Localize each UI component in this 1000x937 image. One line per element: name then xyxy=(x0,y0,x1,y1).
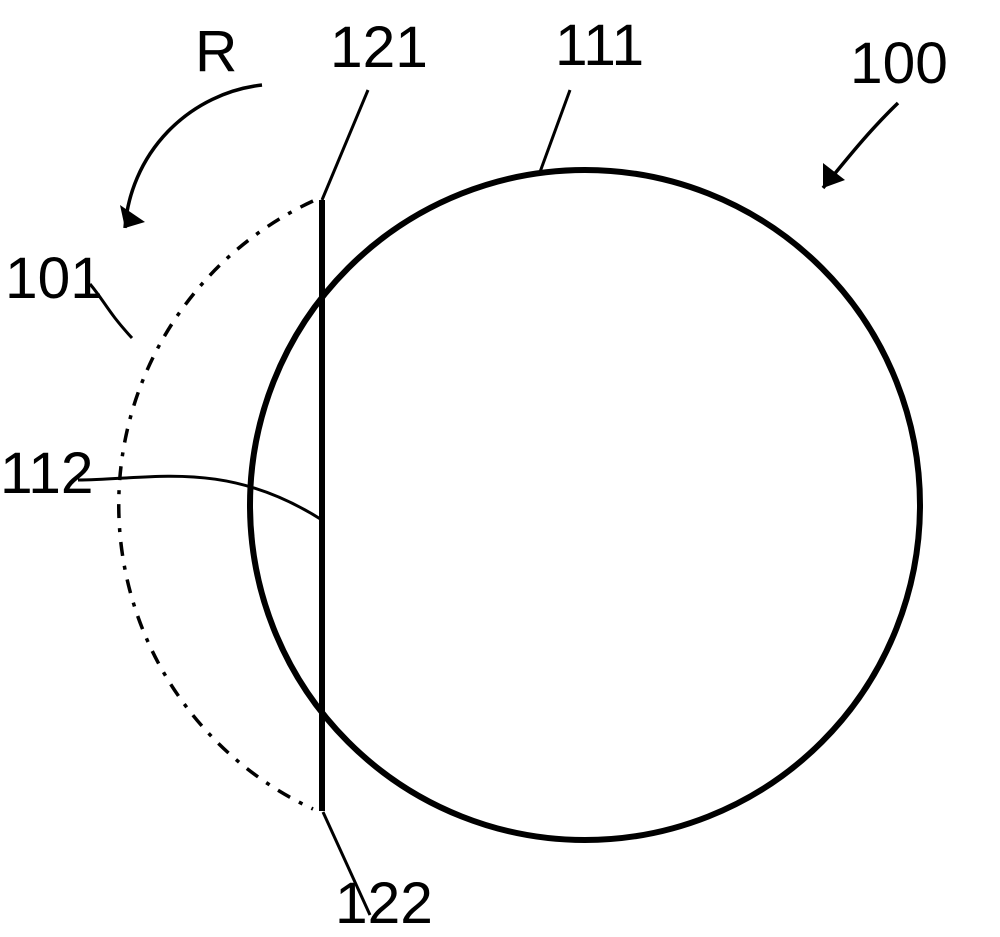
label-101: 101 xyxy=(5,245,103,312)
r-arrow-arc xyxy=(125,85,262,228)
dashed-arc-101 xyxy=(119,201,313,809)
leader-121 xyxy=(322,90,368,200)
label-121: 121 xyxy=(330,14,428,81)
leader-111 xyxy=(540,90,570,172)
label-111: 111 xyxy=(555,12,644,79)
label-R: R xyxy=(195,18,237,85)
label-112: 112 xyxy=(0,440,94,507)
leader-112 xyxy=(78,476,322,520)
label-100: 100 xyxy=(850,30,948,97)
label-122: 122 xyxy=(335,870,433,937)
diagram-canvas: 100 111 121 R 101 112 122 xyxy=(0,0,1000,937)
diagram-svg xyxy=(0,0,1000,937)
main-circle-100 xyxy=(250,170,920,840)
